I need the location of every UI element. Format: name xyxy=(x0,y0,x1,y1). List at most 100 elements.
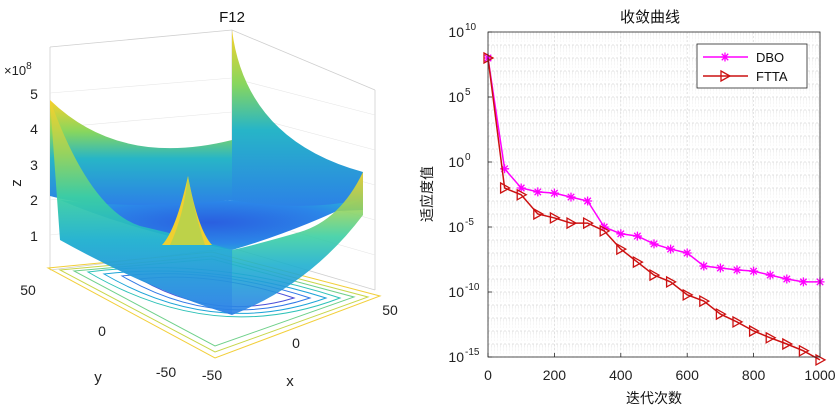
data-point-asterisk xyxy=(549,188,559,198)
data-point-triangle xyxy=(815,353,827,366)
legend-label: DBO xyxy=(756,50,784,65)
data-point-triangle xyxy=(732,315,744,329)
y-tick-exponent: -10 xyxy=(465,282,480,293)
surface-title: F12 xyxy=(219,9,245,26)
data-point-asterisk xyxy=(516,183,526,193)
data-point-asterisk xyxy=(533,187,543,197)
data-point-asterisk xyxy=(649,239,659,249)
data-point-asterisk xyxy=(720,52,730,62)
z-tick-label: 1 xyxy=(30,228,38,244)
legend-box xyxy=(696,43,808,89)
data-point-triangle xyxy=(782,337,794,351)
data-point-asterisk xyxy=(782,274,792,284)
x-tick-label: 800 xyxy=(742,367,766,383)
data-point-asterisk xyxy=(616,229,626,239)
y-tick-label: 10 xyxy=(448,154,464,170)
y-tick-label: 10 xyxy=(448,349,464,365)
y-tick-exponent: 0 xyxy=(465,152,471,163)
y-tick-label: -50 xyxy=(156,364,176,380)
y-tick-label: 10 xyxy=(448,89,464,105)
data-point-triangle xyxy=(682,288,694,301)
legend-label: FTTA xyxy=(756,69,788,84)
data-point-triangle xyxy=(582,216,594,230)
data-point-triangle xyxy=(549,211,561,225)
z-tick-label: 3 xyxy=(30,157,38,173)
data-point-asterisk xyxy=(566,192,576,202)
y-tick-exponent: -15 xyxy=(465,347,480,358)
y-tick-label: 0 xyxy=(98,323,106,339)
y-tick-label: 10 xyxy=(448,284,464,300)
z-axis-label: z xyxy=(8,179,25,187)
y-tick-exponent: 10 xyxy=(465,22,477,33)
y-tick-label: 10 xyxy=(448,219,464,235)
data-point-triangle xyxy=(649,268,661,282)
data-point-asterisk xyxy=(583,196,593,206)
data-point-asterisk xyxy=(798,277,808,287)
data-point-asterisk xyxy=(699,261,709,271)
data-point-triangle xyxy=(616,242,628,256)
data-point-triangle xyxy=(699,294,711,308)
z-tick-label: 5 xyxy=(30,86,38,102)
y-axis-label: y xyxy=(94,369,102,386)
data-point-triangle xyxy=(632,255,644,269)
data-point-asterisk xyxy=(682,248,692,258)
series-line xyxy=(487,57,821,361)
data-point-asterisk xyxy=(765,270,775,280)
plot-frame xyxy=(487,31,821,358)
y-tick-labels: 50 0 -50 xyxy=(20,282,176,380)
surface-mesh xyxy=(50,30,363,315)
data-point-triangle xyxy=(566,216,578,230)
convergence-y-axis-label: 适应度值 xyxy=(419,166,436,222)
y-tick-label: 10 xyxy=(448,24,464,40)
surface-front-right-wall xyxy=(232,172,363,315)
data-point-triangle xyxy=(748,324,760,338)
data-point-asterisk xyxy=(732,265,742,275)
data-point-asterisk xyxy=(500,164,510,174)
convergence-x-axis-label: 迭代次数 xyxy=(626,391,682,407)
data-point-triangle xyxy=(720,69,732,83)
x-tick-label: 1000 xyxy=(804,367,835,383)
data-point-triangle xyxy=(533,207,545,221)
x-tick-label: 50 xyxy=(382,302,398,318)
y-tick-exponent: 5 xyxy=(465,87,471,98)
convergence-title: 收敛曲线 xyxy=(620,8,680,26)
surface-center-spike-shade xyxy=(170,176,205,245)
series-layer xyxy=(483,51,827,366)
x-axis-label: x xyxy=(286,373,294,390)
data-point-triangle xyxy=(483,51,495,65)
data-point-triangle xyxy=(516,188,528,201)
x-tick-label: 0 xyxy=(484,367,492,383)
data-point-asterisk xyxy=(715,263,725,273)
surface-back-left-wall xyxy=(50,100,232,207)
z-exponent-label: ×108 xyxy=(4,61,32,78)
data-point-triangle xyxy=(599,224,611,238)
data-point-asterisk xyxy=(599,222,609,232)
surface-chart: F12 xyxy=(4,9,398,390)
legend: DBO FTTA xyxy=(696,43,808,89)
data-point-triangle xyxy=(765,331,777,344)
y-tick-exponent: -5 xyxy=(465,217,474,228)
x-tick-label: 600 xyxy=(676,367,700,383)
surface-back-right-wall xyxy=(232,30,363,212)
x-tick-label: -50 xyxy=(202,367,222,383)
surface-floor xyxy=(60,200,360,250)
x-tick-labels: 50 0 -50 xyxy=(202,302,398,383)
data-point-triangle xyxy=(798,344,810,357)
x-tick-label: 0 xyxy=(292,335,300,351)
z-tick-label: 2 xyxy=(30,192,38,208)
data-point-asterisk xyxy=(666,244,676,254)
data-point-triangle xyxy=(715,307,727,321)
z-tick-labels: 1 2 3 4 5 xyxy=(30,86,38,244)
x-tick-label: 200 xyxy=(543,367,567,383)
z-tick-label: 4 xyxy=(30,121,38,137)
data-point-asterisk xyxy=(632,231,642,241)
data-point-asterisk xyxy=(749,266,759,276)
x-tick-label: 400 xyxy=(609,367,633,383)
y-tick-label: 50 xyxy=(20,282,36,298)
data-point-triangle xyxy=(665,275,677,288)
data-point-triangle xyxy=(499,181,511,195)
surface-front-left-wall xyxy=(50,100,232,315)
